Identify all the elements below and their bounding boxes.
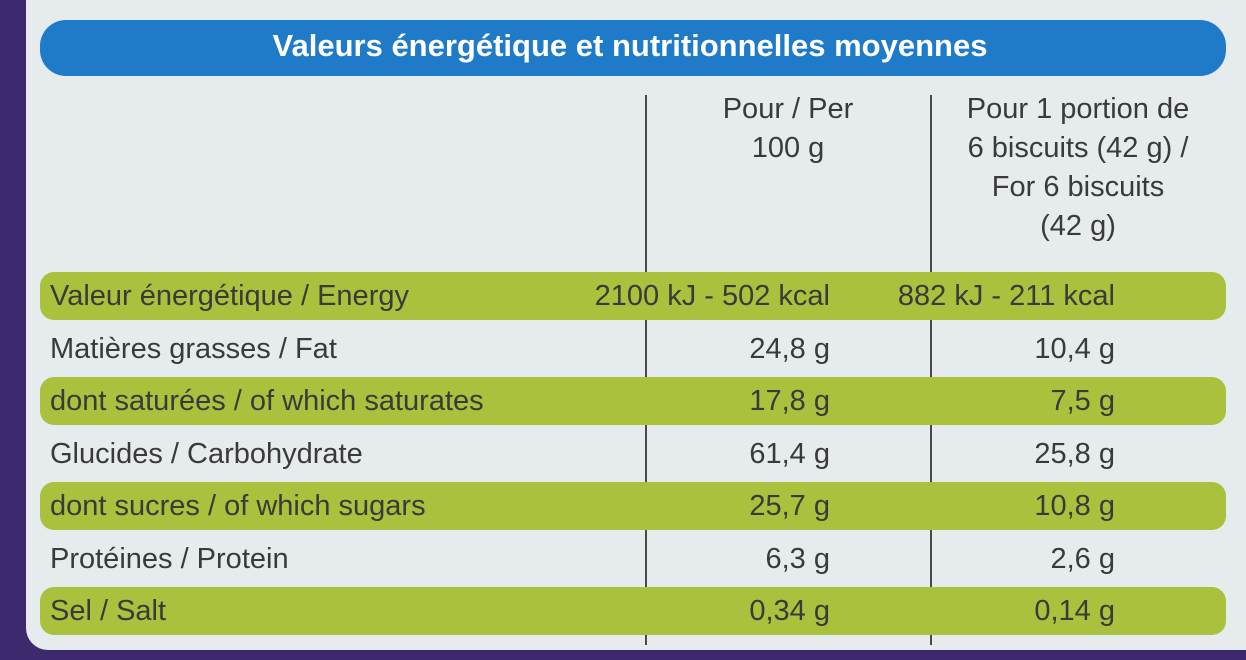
row-label: dont sucres / of which sugars — [50, 490, 426, 522]
row-label: Protéines / Protein — [50, 542, 289, 575]
value-per-100g: 2100 kJ - 502 kcal — [594, 280, 830, 312]
row-label: Glucides / Carbohydrate — [50, 437, 363, 470]
value-per-100g: 0,34 g — [749, 595, 830, 627]
row-label: Sel / Salt — [50, 595, 167, 627]
row-label: Valeur énergétique / Energy — [50, 280, 409, 312]
row-label: Matières grasses / Fat — [50, 332, 337, 365]
title-bar — [40, 20, 1226, 76]
value-per-portion: 0,14 g — [1034, 595, 1115, 627]
value-per-portion: 7,5 g — [1050, 385, 1116, 417]
row-label: dont saturées / of which saturates — [50, 385, 484, 417]
value-per-100g: 24,8 g — [749, 332, 830, 365]
value-per-100g: 6,3 g — [765, 542, 831, 575]
value-per-portion: 10,4 g — [1034, 332, 1115, 365]
value-per-100g: 25,7 g — [749, 490, 830, 522]
value-per-100g: 61,4 g — [749, 437, 830, 470]
value-per-portion: 882 kJ - 211 kcal — [897, 280, 1115, 312]
value-per-portion: 2,6 g — [1050, 542, 1116, 575]
header-line: For 6 biscuits — [991, 171, 1165, 203]
column-header: Pour / Per 100 g — [648, 90, 928, 168]
value-per-100g: 17,8 g — [749, 385, 830, 417]
column-header: Pour 1 portion de 6 biscuits (42 g) / For … — [932, 90, 1224, 246]
header-line: (42 g) — [1040, 210, 1116, 242]
row-highlight — [40, 482, 1226, 530]
column-divider — [645, 95, 647, 645]
header-line: Pour 1 portion de — [966, 93, 1190, 125]
panel — [26, 0, 1246, 650]
row-highlight — [40, 377, 1226, 425]
column-divider — [930, 95, 932, 645]
row-highlight — [40, 272, 1226, 320]
value-per-portion: 10,8 g — [1034, 490, 1115, 522]
header-line: 100 g — [751, 132, 825, 164]
row-highlight — [40, 587, 1226, 635]
header-line: 6 biscuits (42 g) / — [967, 132, 1189, 164]
header-line: Pour / Per — [722, 93, 854, 125]
title: Valeurs énergétique et nutritionnelles m… — [272, 28, 988, 63]
value-per-portion: 25,8 g — [1034, 437, 1115, 470]
